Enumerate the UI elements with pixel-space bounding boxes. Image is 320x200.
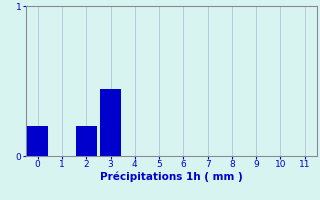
Bar [76,126,97,156]
X-axis label: Précipitations 1h ( mm ): Précipitations 1h ( mm ) [100,172,243,182]
Bar [28,126,48,156]
Bar [100,88,121,156]
